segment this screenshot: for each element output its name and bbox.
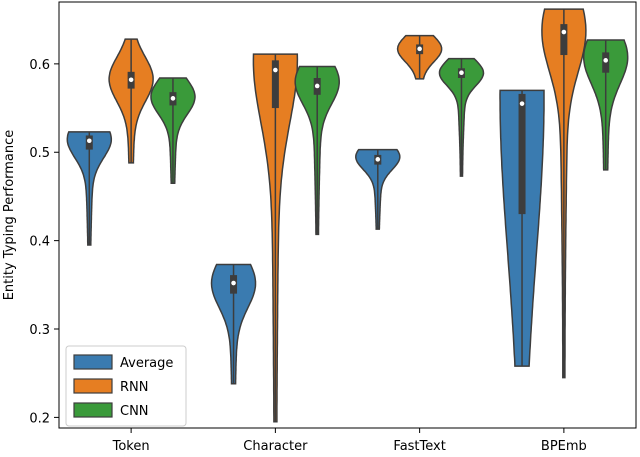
y-tick-label: 0.6 [29,58,50,73]
x-tick-label: BPEmb [541,439,587,454]
violin-iqr-box [271,60,279,109]
axes-frame [58,1,637,429]
violin-rnn-bpemb [541,8,587,379]
y-tick-label: 0.5 [29,146,50,161]
x-tick-label: Character [243,439,308,454]
y-axis: 0.2 0.3 0.4 0.5 0.6 [29,58,59,426]
violin-median-dot [561,29,567,35]
violin-median-dot [170,96,176,101]
y-tick-label: 0.2 [29,411,50,426]
violin-rnn-fasttext [396,34,443,80]
violin-median-dot [459,70,464,76]
violin-median-dot [603,58,609,63]
violin-cnn-token [150,77,196,184]
violin-rnn-token [108,38,154,164]
x-tick-label: FastText [393,439,445,454]
y-tick-label: 0.3 [29,323,50,338]
violin-median-dot [375,157,381,162]
legend-label: RNN [120,380,148,395]
x-axis: Token Character FastText BPEmb [112,428,587,454]
legend-item-rnn: RNN [73,378,148,395]
violin-median-dot [273,67,278,73]
x-tick-label: Token [112,439,150,454]
y-axis-title: Entity Typing Performance [2,130,17,301]
violin-median-dot [86,138,92,144]
plot-area [66,8,629,423]
y-tick-label: 0.4 [29,235,50,250]
violin-average-character [210,263,257,385]
violin-median-dot [519,101,525,106]
legend-swatch [73,354,113,370]
violin-average-bpemb [499,89,545,367]
violin-average-fasttext [355,148,401,230]
violin-median-dot [314,83,320,89]
violin-average-token [66,131,113,246]
legend-swatch [73,402,113,418]
violin-cnn-fasttext [438,57,485,177]
violin-median-dot [128,77,134,83]
legend-item-average: Average [73,354,173,371]
violin-cnn-bpemb [582,39,629,171]
legend-label: Average [120,356,173,371]
violin-median-dot [417,46,422,52]
violin-median-dot [231,280,236,286]
violin-iqr-box [560,24,568,56]
legend-label: CNN [120,404,149,419]
legend: Average RNN CNN [65,345,187,427]
legend-item-cnn: CNN [73,402,149,419]
violin-cnn-character [294,65,340,236]
legend-swatch [73,378,113,394]
violin-iqr-box [518,93,526,215]
violin-rnn-character [252,53,299,423]
